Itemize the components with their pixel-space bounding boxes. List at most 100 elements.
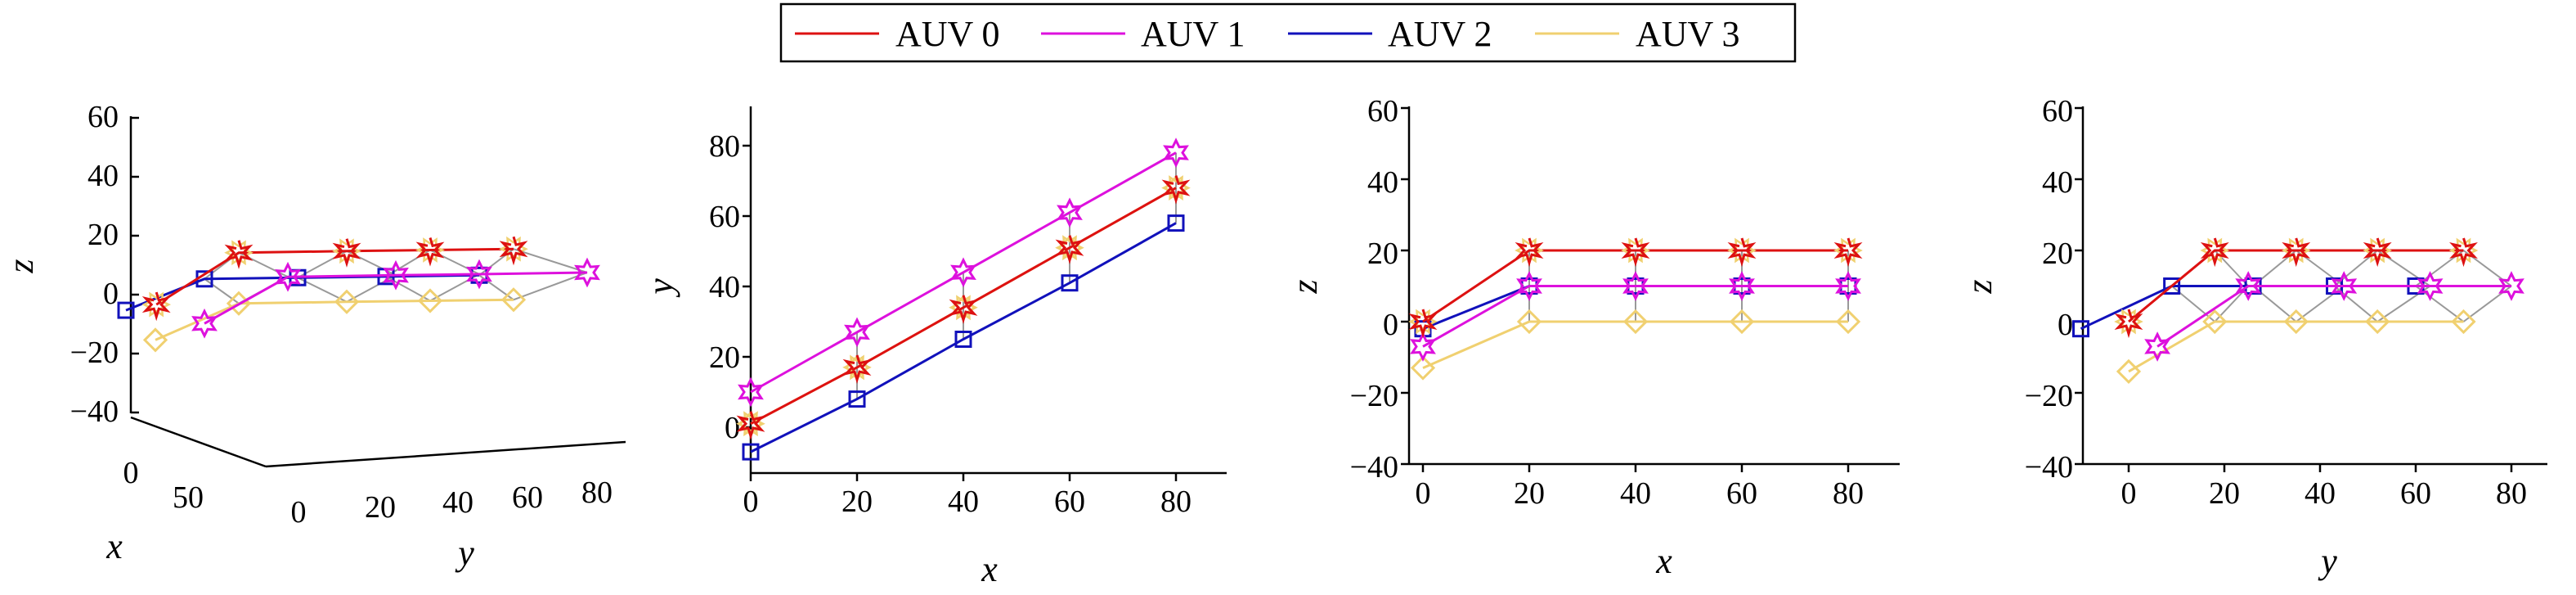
legend-label-auv-3: AUV 3 [1636,14,1740,54]
series-line-auv-1 [750,151,1177,394]
y-tick-label: 20 [709,340,740,375]
x-tick-label: 0 [2121,476,2137,511]
panel-3d-plot [117,236,600,353]
marker-auv-0-hexagram [736,411,765,437]
marker-auv-0-hexagram [2281,237,2311,264]
y-tick-label: 0 [291,495,307,530]
marker-auv-0-hexagram [1408,309,1438,335]
marker-auv-0-hexagram [949,295,978,321]
marker-auv-1-star [1410,331,1436,362]
y-tick-label: −20 [2025,379,2073,413]
marker-auv-0-star [141,291,171,322]
panel-xy-plot [736,137,1191,461]
panel-yz: 60 40 20 0 −20 −40 0 20 40 60 80 z y [1959,94,2547,581]
marker-auv-0-star [1515,237,1544,268]
series-line-auv-0 [155,247,514,306]
marker-auv-1-star [844,317,870,348]
marker-auv-2-square [742,443,760,461]
series-line-auv-0 [1422,249,1848,323]
y-tick-label: −20 [1350,379,1398,413]
y-tick-label: 0 [1383,308,1398,342]
marker-auv-1-star [1163,137,1189,168]
y-tick-label: 60 [709,200,740,234]
legend-label-auv-1: AUV 1 [1141,14,1245,54]
y-axis-line [265,440,626,468]
marker-auv-0-hexagram [415,237,445,263]
marker-auv-2-square [117,301,135,319]
z-tick-label: −40 [70,394,119,429]
marker-auv-0-star [2114,309,2143,339]
series-line-auv-3 [1422,320,1848,369]
y-tick-label: 20 [2042,237,2073,271]
marker-auv-0-star [2200,237,2229,268]
marker-auv-1-star [738,376,764,408]
formation-link [204,277,240,304]
x-axis-label: x [981,549,998,589]
x-tick-label: 80 [1160,485,1192,519]
panel-yz-ticks [2075,106,2513,472]
x-axis-label: x [1655,541,1672,581]
y-tick-label: 80 [581,476,613,510]
marker-auv-2-square [1167,214,1185,232]
marker-auv-0-hexagram [499,236,528,262]
formation-link [513,248,588,273]
marker-auv-0-hexagram [2363,237,2393,264]
y-tick-label: 0 [2058,308,2073,342]
y-axis-label: y [455,533,474,573]
marker-auv-1-star [2331,271,2358,301]
marker-auv-0-star [2449,237,2478,268]
marker-auv-1-star [191,308,218,339]
marker-auv-0-hexagram [1515,237,1544,264]
x-tick-label: 20 [841,485,873,519]
x-tick-label: 80 [1833,476,1864,511]
marker-auv-0-hexagram [1055,235,1084,261]
marker-auv-3-diamond [1729,309,1755,335]
series-line-auv-1 [1422,285,1848,348]
marker-auv-0-hexagram [224,240,254,266]
x-tick-label: 60 [2400,476,2431,511]
z-tick-label: 20 [88,218,119,252]
y-axis-label: z [1959,279,1999,294]
series-line-auv-1 [204,271,588,325]
series-line-auv-3 [155,298,514,341]
x-tick-label: 0 [1416,476,1431,511]
y-tick-label: 0 [725,411,740,445]
marker-auv-0-hexagram [1727,237,1757,264]
marker-auv-2-square [2072,320,2089,338]
x-tick-label: 60 [1726,476,1757,511]
marker-auv-3-diamond [1835,309,1861,335]
marker-auv-3-diamond [2283,309,2309,335]
marker-auv-0-star [1833,237,1863,268]
marker-auv-0-star [499,236,528,266]
panel-xz-ticks [1401,106,1850,472]
marker-auv-0-star [1055,235,1084,264]
marker-auv-2-square [2163,277,2181,295]
marker-auv-0-hexagram [332,238,361,264]
z-tick-label: 0 [103,277,119,311]
y-tick-label: 40 [2042,165,2073,200]
marker-auv-1-star [383,259,409,291]
marker-auv-2-square [1061,274,1079,292]
z-tick-label: −20 [70,336,119,370]
series-line-auv-1 [2156,285,2511,348]
marker-auv-3-diamond [334,289,360,314]
marker-auv-1-star [2498,271,2524,301]
marker-auv-0-star [842,354,872,385]
series-line-auv-0 [2128,249,2464,323]
y-tick-label: 20 [365,490,396,525]
marker-auv-3-diamond [1622,309,1649,335]
x-tick-label: 80 [2496,476,2527,511]
marker-auv-0-star [736,411,765,440]
y-tick-label: 20 [1367,237,1398,271]
panel-3d-ticks [131,116,139,414]
x-tick-label: 20 [1514,476,1545,511]
marker-auv-0-star [1727,237,1757,268]
y-tick-label: 40 [442,485,473,520]
marker-auv-0-hexagram [1161,175,1191,201]
marker-auv-0-star [949,295,978,324]
x-tick-label: 40 [2304,476,2336,511]
marker-auv-1-star [1729,271,1755,301]
marker-auv-1-star [950,257,976,288]
marker-auv-0-hexagram [141,291,172,318]
